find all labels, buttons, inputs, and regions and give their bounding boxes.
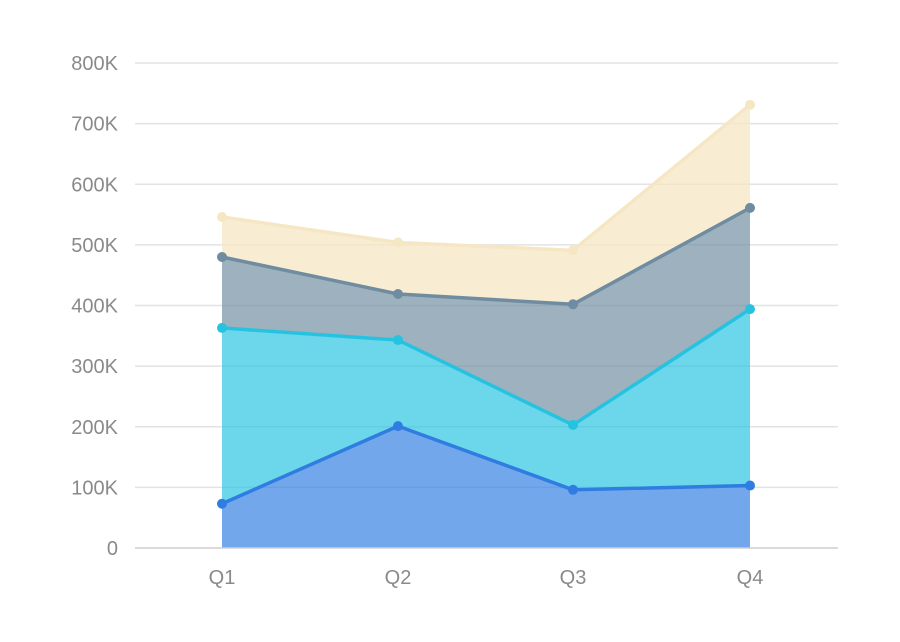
y-tick-label: 200K — [71, 417, 118, 439]
line-layer — [221, 103, 752, 506]
line-series-3 — [221, 206, 751, 307]
line-series-1 — [221, 424, 751, 506]
y-tick-label: 600K — [71, 174, 118, 196]
area-layer — [222, 104, 750, 548]
data-point-series-4-Q2 — [393, 237, 403, 248]
data-point-series-2-Q4 — [745, 304, 755, 315]
data-point-series-3-Q1 — [217, 252, 227, 262]
data-point-series-2-Q2 — [393, 335, 403, 346]
data-point-series-4-Q1 — [217, 211, 227, 222]
data-point-series-3-Q3 — [568, 299, 578, 310]
line-series-4 — [221, 103, 752, 253]
point-layer — [217, 99, 755, 509]
data-point-series-3-Q2 — [393, 288, 403, 299]
data-point-series-1-Q4 — [745, 480, 755, 491]
x-tick-label: Q2 — [385, 567, 412, 589]
data-point-series-1-Q3 — [568, 484, 578, 495]
data-point-series-4-Q4 — [745, 99, 755, 110]
area-series-1 — [222, 426, 750, 548]
area-series-4 — [222, 104, 750, 305]
data-point-series-3-Q4 — [745, 202, 755, 213]
area-series-3 — [222, 207, 750, 425]
y-tick-label: 500K — [71, 235, 118, 257]
data-point-series-2-Q1 — [217, 322, 227, 333]
data-point-series-1-Q2 — [393, 421, 403, 432]
y-tick-label: 0 — [107, 538, 118, 560]
y-tick-label: 300K — [71, 356, 118, 378]
x-tick-label: Q3 — [560, 567, 587, 589]
y-tick-label: 800K — [71, 53, 118, 75]
data-point-series-2-Q3 — [568, 419, 578, 430]
x-tick-label: Q1 — [209, 567, 236, 589]
data-point-series-4-Q3 — [568, 245, 578, 256]
y-tick-label: 400K — [71, 296, 118, 318]
y-tick-label: 100K — [71, 477, 118, 499]
y-tick-label: 700K — [71, 114, 118, 136]
data-point-series-1-Q1 — [217, 498, 227, 509]
area-series-2 — [222, 309, 750, 504]
x-tick-label: Q4 — [737, 567, 764, 589]
line-series-2 — [221, 307, 751, 427]
axis-layer: 0 100K 200K 300K 400K 500K 600K 700K 800K Q1 Q2 Q3 Q… — [71, 53, 838, 589]
